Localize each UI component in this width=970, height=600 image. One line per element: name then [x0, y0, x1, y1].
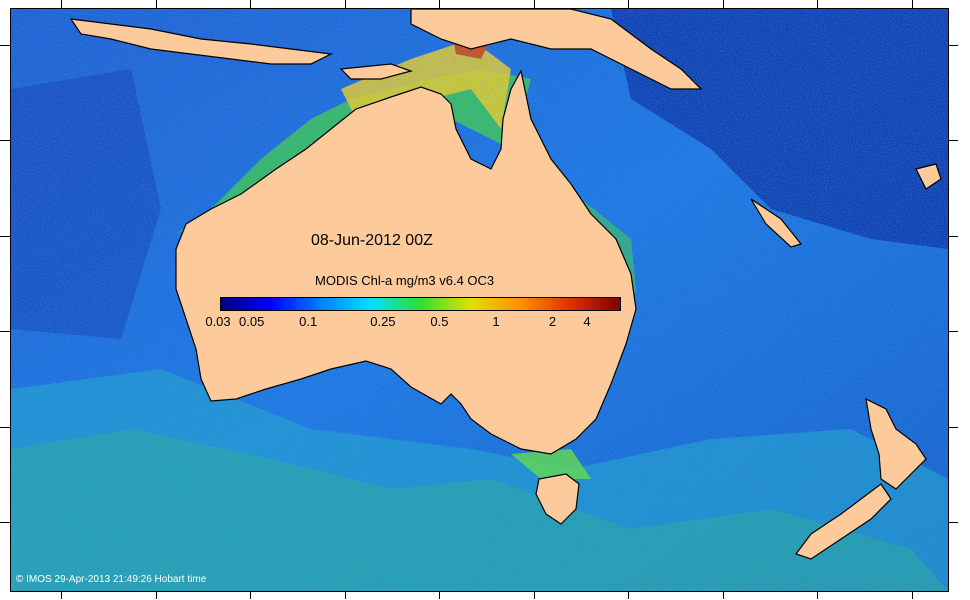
colorbar-tick-label: 2 — [548, 314, 557, 329]
frame-tick — [948, 427, 958, 428]
frame-tick — [0, 427, 10, 428]
colorbar-tick-label: 0.5 — [430, 314, 449, 329]
frame-tick — [439, 591, 440, 599]
australia-mainland — [175, 69, 637, 455]
colorbar-tick-label: 0.05 — [239, 314, 265, 329]
frame-tick — [948, 140, 958, 141]
credit-text: © IMOS 29-Apr-2013 21:49:26 Hobart time — [16, 574, 207, 585]
frame-tick — [948, 522, 958, 523]
frame-tick — [948, 331, 958, 332]
frame-tick — [156, 0, 157, 8]
new-zealand-north — [865, 397, 927, 490]
frame-tick — [628, 0, 629, 8]
frame-tick — [0, 236, 10, 237]
map-title: 08-Jun-2012 00Z — [311, 232, 433, 249]
colorbar-tick-label: 0.1 — [299, 314, 318, 329]
frame-tick — [156, 591, 157, 599]
frame-tick — [61, 591, 62, 599]
colorbar-tick-label: 0.03 — [205, 314, 231, 329]
colorbar-tick-label: 0.25 — [370, 314, 396, 329]
indonesia-islands — [69, 18, 334, 65]
frame-tick — [534, 591, 535, 599]
frame-tick — [723, 591, 724, 599]
new-caledonia — [750, 198, 803, 248]
map-frame: 08-Jun-2012 00Z MODIS Chl-a mg/m3 v6.4 O… — [10, 8, 949, 592]
frame-tick — [250, 0, 251, 8]
frame-tick — [61, 0, 62, 8]
frame-tick — [628, 591, 629, 599]
tasmania — [535, 473, 580, 525]
frame-tick — [345, 0, 346, 8]
frame-tick — [0, 140, 10, 141]
new-guinea — [410, 9, 703, 90]
frame-tick — [0, 331, 10, 332]
timor — [339, 63, 414, 80]
frame-tick — [817, 0, 818, 8]
frame-tick — [817, 591, 818, 599]
frame-tick — [534, 0, 535, 8]
colorbar-tick-label: 1 — [492, 314, 500, 329]
frame-tick — [345, 591, 346, 599]
frame-tick — [912, 591, 913, 599]
frame-tick — [948, 45, 958, 46]
frame-tick — [439, 0, 440, 8]
frame-tick — [912, 0, 913, 8]
vanuatu-fiji — [915, 163, 942, 190]
frame-tick — [250, 591, 251, 599]
frame-tick — [723, 0, 724, 8]
land — [69, 9, 942, 560]
frame-tick — [948, 236, 958, 237]
frame-tick — [0, 45, 10, 46]
chlorophyll-map — [11, 9, 948, 591]
frame-tick — [0, 522, 10, 523]
new-zealand-south — [795, 483, 892, 560]
colorbar — [220, 297, 621, 311]
colorbar-title: MODIS Chl-a mg/m3 v6.4 OC3 — [315, 273, 495, 288]
colorbar-tick-label: 4 — [583, 314, 591, 329]
